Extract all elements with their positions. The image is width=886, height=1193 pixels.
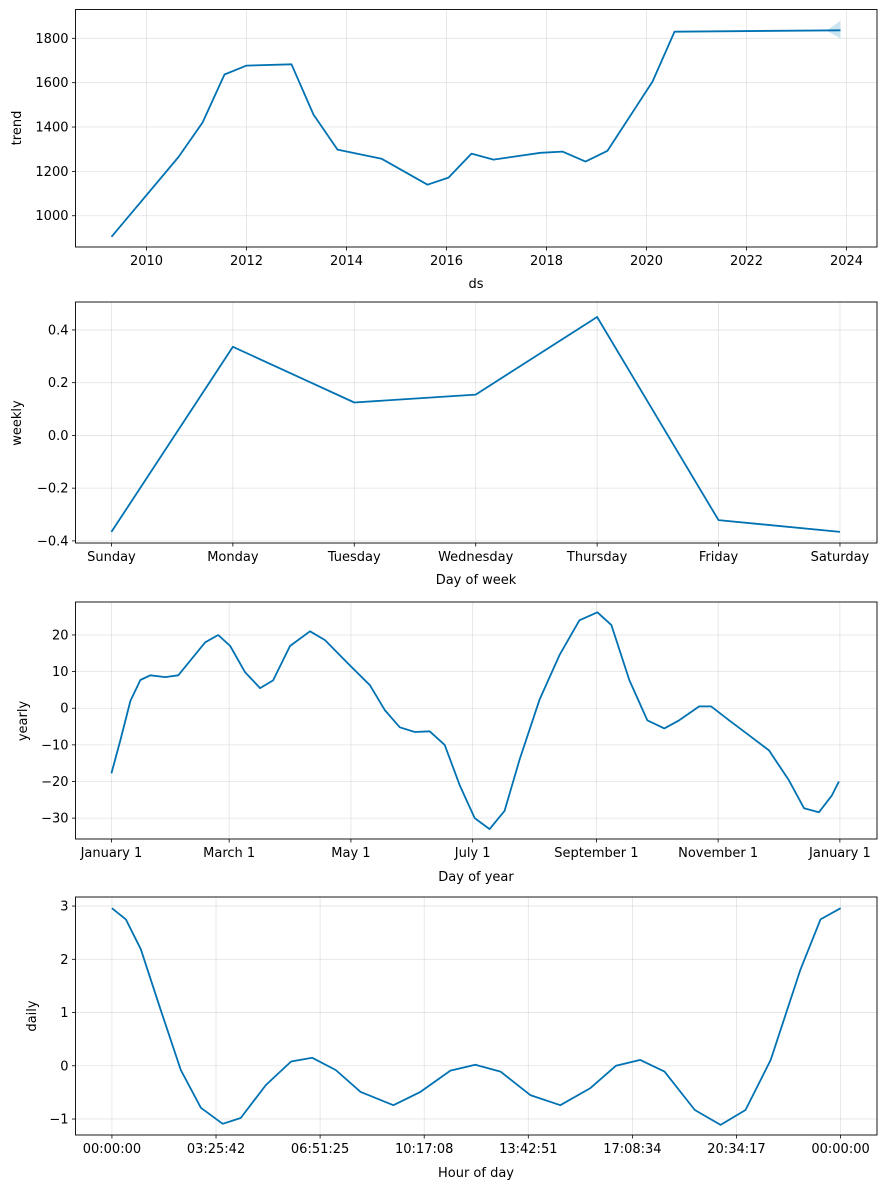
weekly-xtick-label: Thursday — [566, 550, 628, 565]
trend-series-line — [110, 29, 841, 238]
daily-axes-frame — [75, 896, 878, 1136]
daily-xtick-label: 20:34:17 — [707, 1142, 765, 1157]
weekly-ytick-label: −0.2 — [37, 482, 69, 497]
weekly-ytick-label: 0.2 — [48, 376, 69, 391]
weekly-xtick-label: Monday — [207, 550, 259, 565]
weekly-xtick-label: Tuesday — [327, 550, 381, 565]
daily-series-line — [111, 907, 842, 1126]
yearly-xlabel: Day of year — [438, 870, 514, 885]
daily-xtick-label: 06:51:25 — [291, 1142, 349, 1157]
daily-ylabel: daily — [25, 1000, 40, 1031]
trend-axes-frame — [75, 9, 878, 248]
daily-xtick-label: 10:17:08 — [395, 1142, 453, 1157]
yearly-axes-frame — [75, 601, 878, 840]
yearly-xtick-label: September 1 — [554, 846, 638, 861]
yearly-xtick-label: May 1 — [331, 846, 370, 861]
trend-xtick-label: 2010 — [130, 254, 163, 269]
yearly-panel: Day of year yearly January 1 March 1 May 1… — [16, 601, 878, 885]
daily-ytick-label: 3 — [60, 900, 68, 915]
yearly-ytick-label: 0 — [60, 702, 68, 717]
daily-xlabel: Hour of day — [438, 1166, 514, 1181]
weekly-xtick-label: Saturday — [811, 550, 870, 565]
daily-ytick-label: 0 — [60, 1059, 68, 1074]
daily-ytick-label: −1 — [49, 1113, 68, 1128]
trend-ytick-label: 1600 — [35, 76, 68, 91]
weekly-xtick-label: Sunday — [87, 550, 136, 565]
weekly-ylabel: weekly — [10, 400, 25, 446]
daily-xtick-label: 00:00:00 — [811, 1142, 869, 1157]
weekly-xtick-label: Friday — [699, 550, 739, 565]
trend-xtick-label: 2014 — [330, 254, 363, 269]
weekly-series-line — [110, 316, 841, 533]
weekly-axes-frame — [75, 301, 878, 544]
trend-xtick-label: 2018 — [530, 254, 563, 269]
daily-xtick-label: 03:25:42 — [187, 1142, 245, 1157]
daily-ytick-label: 2 — [60, 953, 68, 968]
trend-panel: ds trend 2010 2012 2014 2016 2018 2020 2022 202… — [10, 9, 878, 292]
daily-ytick-label: 1 — [60, 1006, 68, 1021]
weekly-grid — [75, 302, 877, 543]
weekly-xtick-label: Wednesday — [438, 550, 514, 565]
yearly-ytick-label: −30 — [41, 812, 68, 827]
daily-xtick-label: 00:00:00 — [83, 1142, 141, 1157]
trend-grid — [75, 9, 877, 247]
yearly-ytick-label: 10 — [52, 665, 69, 680]
trend-uncertainty-band — [826, 20, 841, 39]
trend-xlabel: ds — [468, 277, 483, 292]
daily-panel: Hour of day daily 00:00:00 03:25:42 06:51:… — [25, 896, 878, 1181]
weekly-ytick-label: 0.4 — [48, 323, 69, 338]
yearly-xtick-label: July 1 — [454, 846, 491, 861]
weekly-panel: Day of week weekly Sunday Monday Tuesday We… — [10, 301, 878, 588]
weekly-ytick-label: 0.0 — [48, 429, 69, 444]
daily-xtick-label: 13:42:51 — [499, 1142, 557, 1157]
yearly-ylabel: yearly — [16, 701, 31, 742]
yearly-grid — [75, 602, 877, 839]
trend-ytick-label: 1400 — [35, 121, 68, 136]
yearly-series-line — [110, 611, 840, 830]
trend-xtick-label: 2020 — [630, 254, 663, 269]
yearly-xtick-label: March 1 — [203, 846, 255, 861]
yearly-xtick-label: January 1 — [808, 846, 871, 861]
trend-xtick-label: 2024 — [830, 254, 863, 269]
daily-xtick-label: 17:08:34 — [603, 1142, 661, 1157]
weekly-xlabel: Day of week — [436, 573, 517, 588]
weekly-ytick-label: −0.4 — [37, 534, 69, 549]
trend-xtick-label: 2012 — [230, 254, 263, 269]
yearly-ytick-label: −20 — [41, 775, 68, 790]
trend-ylabel: trend — [10, 111, 25, 146]
yearly-xtick-label: November 1 — [678, 846, 758, 861]
yearly-xtick-label: January 1 — [80, 846, 143, 861]
trend-ytick-label: 1800 — [35, 32, 68, 47]
trend-ytick-label: 1200 — [35, 165, 68, 180]
yearly-ytick-label: −10 — [41, 738, 68, 753]
trend-ytick-label: 1000 — [35, 209, 68, 224]
trend-xtick-label: 2022 — [730, 254, 763, 269]
yearly-ytick-label: 20 — [52, 628, 69, 643]
trend-xtick-label: 2016 — [430, 254, 463, 269]
